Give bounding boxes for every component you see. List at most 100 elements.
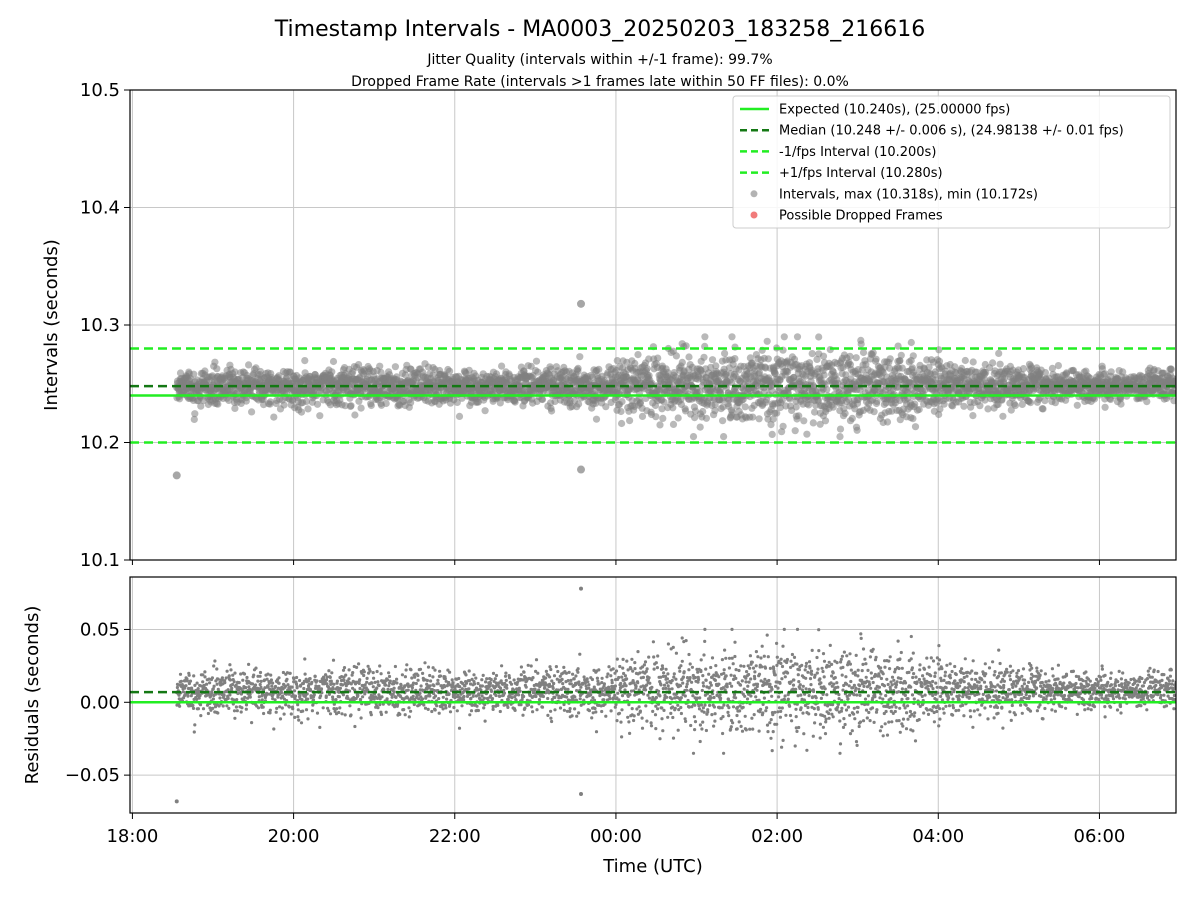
residual-point xyxy=(462,698,466,702)
interval-point xyxy=(811,408,819,416)
intervals-plot-area xyxy=(130,299,1176,480)
residual-point xyxy=(523,706,527,710)
interval-point xyxy=(351,411,359,419)
residual-point xyxy=(333,709,337,714)
interval-point xyxy=(846,352,854,360)
residual-point xyxy=(196,707,200,711)
residual-point xyxy=(237,681,241,685)
residual-point xyxy=(436,682,440,686)
residual-point xyxy=(371,694,375,699)
residual-point xyxy=(379,672,383,676)
residual-point xyxy=(468,692,472,696)
residual-point xyxy=(201,673,205,677)
residual-point xyxy=(482,696,486,700)
residual-point xyxy=(208,681,212,685)
residual-point xyxy=(387,671,391,675)
residual-point xyxy=(240,706,244,710)
residual-point xyxy=(441,707,445,711)
interval-point xyxy=(618,419,626,428)
residual-point xyxy=(266,685,270,689)
interval-point xyxy=(911,423,920,431)
residual-point xyxy=(244,707,248,711)
interval-point xyxy=(401,371,409,379)
residual-point xyxy=(278,717,283,721)
interval-point xyxy=(936,405,944,413)
residual-point xyxy=(216,711,220,715)
residual-point xyxy=(325,675,329,679)
residual-point xyxy=(468,713,472,717)
residual-point xyxy=(280,706,284,710)
residual-point xyxy=(541,694,546,699)
residual-point xyxy=(373,680,377,685)
residual-point xyxy=(187,673,191,677)
interval-point xyxy=(925,363,933,371)
interval-point xyxy=(741,403,749,411)
interval-point xyxy=(1026,399,1035,407)
residual-point xyxy=(359,716,363,720)
interval-point xyxy=(575,400,583,408)
residual-point xyxy=(378,703,382,707)
interval-point xyxy=(699,407,707,416)
residual-point xyxy=(445,697,449,701)
interval-point xyxy=(1090,395,1099,403)
outlier-interval-point xyxy=(577,465,586,474)
residual-point xyxy=(436,678,440,683)
residual-point xyxy=(447,692,451,696)
residual-point xyxy=(494,693,498,698)
interval-point xyxy=(1048,364,1056,372)
residual-point xyxy=(392,690,396,694)
residual-point xyxy=(375,686,379,690)
residual-point xyxy=(263,686,267,690)
interval-point xyxy=(717,388,725,396)
interval-point xyxy=(821,417,830,425)
residual-point xyxy=(402,708,406,712)
residual-point xyxy=(215,667,219,671)
interval-point xyxy=(498,362,506,370)
residual-point xyxy=(340,683,345,687)
residual-point xyxy=(411,681,416,685)
interval-point xyxy=(532,357,541,365)
residual-point xyxy=(258,670,263,675)
residual-point xyxy=(457,726,462,730)
residual-point xyxy=(410,676,414,680)
residual-point xyxy=(217,704,221,708)
residual-point xyxy=(470,677,474,682)
residual-point xyxy=(405,696,410,700)
residual-point xyxy=(233,671,237,675)
residual-point xyxy=(395,681,399,685)
interval-point xyxy=(1007,406,1015,414)
residual-point xyxy=(322,675,326,679)
residual-point xyxy=(343,713,347,717)
residual-point xyxy=(531,710,535,714)
residual-point xyxy=(399,683,403,688)
residual-point xyxy=(513,708,517,713)
residual-point xyxy=(485,696,489,701)
interval-point xyxy=(721,349,729,357)
residual-point xyxy=(186,694,190,698)
residual-point xyxy=(356,693,360,697)
residual-point xyxy=(412,702,416,707)
interval-point xyxy=(191,410,199,418)
residual-point xyxy=(361,695,365,699)
interval-point xyxy=(446,367,454,375)
residual-point xyxy=(318,725,322,730)
interval-point xyxy=(852,354,860,362)
interval-point xyxy=(685,353,693,361)
residual-point xyxy=(337,695,341,699)
residual-point xyxy=(338,706,342,710)
residual-point xyxy=(283,684,287,688)
residual-point xyxy=(519,673,523,677)
residual-point xyxy=(437,711,441,715)
residual-point xyxy=(472,673,476,677)
residual-point xyxy=(517,686,521,690)
residual-point xyxy=(218,696,222,700)
chart-subtitle-dropped: Dropped Frame Rate (intervals >1 frames … xyxy=(351,74,849,90)
residual-point xyxy=(467,669,471,673)
residual-point xyxy=(308,688,312,693)
interval-point xyxy=(652,413,660,421)
interval-point xyxy=(1107,368,1115,376)
residual-point xyxy=(250,690,254,694)
residual-point xyxy=(268,708,272,712)
residual-point xyxy=(392,686,396,690)
residual-point xyxy=(311,703,315,707)
